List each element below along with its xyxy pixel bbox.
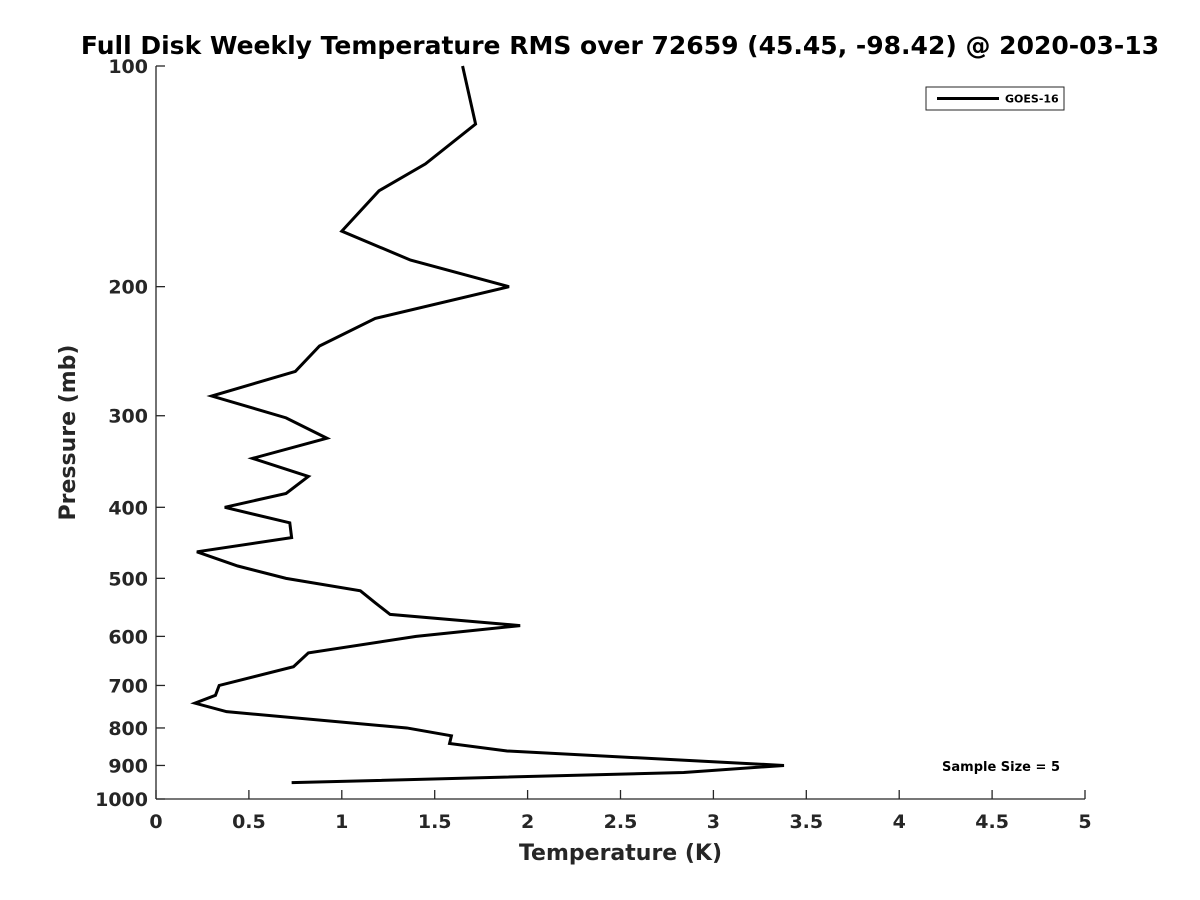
y-tick-label-300: 300 <box>108 406 148 428</box>
x-tick-label-0-5: 0.5 <box>232 811 266 833</box>
x-tick-label-2: 2 <box>521 811 534 833</box>
y-tick-label-800: 800 <box>108 718 148 740</box>
legend: GOES-16 <box>925 86 1065 111</box>
y-tick-label-200: 200 <box>108 277 148 299</box>
x-axis-label: Temperature (K) <box>519 841 722 866</box>
y-tick-label-400: 400 <box>108 497 148 519</box>
x-tick-label-5: 5 <box>1078 811 1091 833</box>
x-tick-label-2-5: 2.5 <box>604 811 638 833</box>
y-axis-label: Pressure (mb) <box>56 345 81 521</box>
x-tick-label-1: 1 <box>335 811 348 833</box>
x-tick-label-4: 4 <box>893 811 906 833</box>
x-tick-label-3-5: 3.5 <box>789 811 823 833</box>
chart-title: Full Disk Weekly Temperature RMS over 72… <box>81 31 1159 60</box>
legend-label-goes16: GOES-16 <box>1005 93 1059 106</box>
x-tick-label-1-5: 1.5 <box>418 811 452 833</box>
x-axis-ticks: 0 0.5 1 1.5 2 2.5 3 3.5 4 4.5 5 <box>149 790 1092 833</box>
x-tick-label-3: 3 <box>707 811 720 833</box>
series-group <box>190 65 785 785</box>
y-tick-label-600: 600 <box>108 626 148 648</box>
sample-size-annotation: Sample Size = 5 <box>942 760 1060 775</box>
series-line-goes-16 <box>190 65 785 785</box>
y-tick-label-1000: 1000 <box>95 789 148 811</box>
x-tick-label-4-5: 4.5 <box>975 811 1009 833</box>
y-tick-label-700: 700 <box>108 675 148 697</box>
y-tick-label-100: 100 <box>108 56 148 78</box>
y-tick-label-900: 900 <box>108 755 148 777</box>
y-tick-label-500: 500 <box>108 568 148 590</box>
y-axis-ticks: 100 200 300 400 500 600 700 800 900 1000 <box>95 56 165 811</box>
x-tick-label-0: 0 <box>149 811 162 833</box>
axes-group <box>155 66 1085 800</box>
